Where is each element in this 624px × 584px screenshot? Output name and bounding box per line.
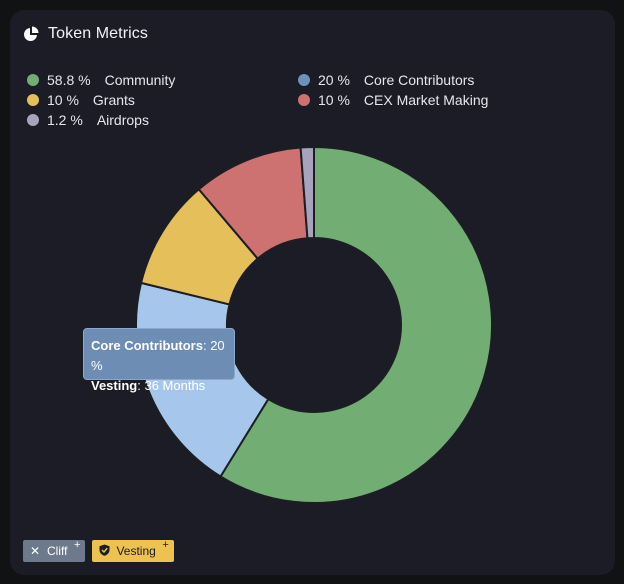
pie-chart-icon (24, 26, 39, 41)
legend-label: Grants (92, 92, 135, 108)
legend-item-airdrops[interactable]: 1.2 % Airdrops (27, 112, 149, 128)
vesting-chip-label: Vesting (116, 544, 156, 558)
legend-label: Core Contributors (363, 72, 475, 88)
tooltip-vesting-line: Vesting: 36 Months (91, 378, 206, 393)
card-title: Token Metrics (48, 25, 148, 42)
legend-value: 1.2 % (47, 112, 83, 128)
legend-label: CEX Market Making (363, 92, 489, 108)
slice-airdrops[interactable] (299, 145, 315, 240)
close-icon[interactable]: ✕ (29, 544, 41, 558)
legend-dot (298, 74, 310, 86)
tooltip-series-label: Core Contributors (91, 338, 203, 353)
chart-tooltip: Core Contributors: 20 % Vesting: 36 Mont… (83, 328, 235, 393)
legend-label: Airdrops (96, 112, 149, 128)
slice-community[interactable] (219, 145, 493, 504)
legend-dot (27, 74, 39, 86)
cliff-chip[interactable]: ✕ Cliff + (23, 539, 86, 562)
filter-chips: ✕ Cliff + Vesting + (23, 539, 174, 562)
legend-dot (27, 114, 39, 126)
legend-item-cex-market-making[interactable]: 10 % CEX Market Making (298, 92, 488, 108)
donut-chart (135, 145, 493, 504)
plus-icon: + (162, 539, 169, 551)
tooltip-vesting-label: Vesting (91, 378, 138, 393)
plus-icon: + (74, 539, 81, 551)
tooltip-vesting-value: 36 Months (144, 378, 206, 393)
vesting-chip[interactable]: Vesting + (92, 539, 174, 562)
legend-dot (27, 94, 39, 106)
legend-value: 20 % (318, 72, 350, 88)
legend-item-community[interactable]: 58.8 % Community (27, 72, 175, 88)
tooltip-series-value: 20 % (91, 338, 225, 373)
legend-label: Community (104, 72, 176, 88)
token-metrics-card: Token Metrics 58.8 % Community 20 % Core… (10, 10, 615, 575)
legend-value: 10 % (47, 92, 79, 108)
card-header: Token Metrics (23, 25, 148, 43)
legend-value: 58.8 % (47, 72, 91, 88)
tooltip-series-line: Core Contributors: 20 % (91, 338, 225, 373)
legend-item-core-contributors[interactable]: 20 % Core Contributors (298, 72, 474, 88)
legend-value: 10 % (318, 92, 350, 108)
shield-check-icon (98, 544, 110, 558)
legend-dot (298, 94, 310, 106)
legend-item-grants[interactable]: 10 % Grants (27, 92, 135, 108)
cliff-chip-label: Cliff (47, 544, 68, 558)
